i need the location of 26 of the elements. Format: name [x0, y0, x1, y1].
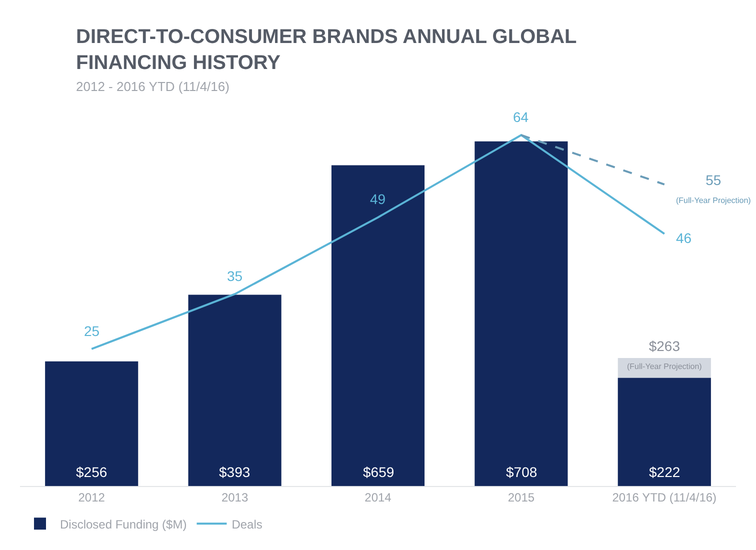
chart-title: DIRECT-TO-CONSUMER BRANDS ANNUAL GLOBAL FINANCING HISTORY: [76, 26, 577, 74]
bar: [45, 361, 138, 486]
data-label: $256: [76, 464, 108, 480]
data-label: $263 (Full-Year Projection): [627, 338, 702, 372]
bar: [618, 378, 711, 486]
bar: [474, 141, 568, 486]
legend-label: Disclosed Funding ($M): [60, 517, 187, 532]
bar: [188, 294, 282, 486]
x-tick-label: 2015: [508, 490, 535, 504]
x-tick-label: 2014: [364, 490, 392, 504]
data-label: $708: [506, 464, 538, 480]
data-label: 49: [370, 191, 386, 207]
data-label: $393: [219, 464, 250, 480]
data-label: $659: [363, 464, 394, 480]
x-tick-label: 2012: [78, 490, 106, 504]
legend-label: Deals: [232, 517, 262, 532]
data-label: 46: [676, 230, 692, 246]
data-label: 35: [227, 268, 243, 284]
bar: [331, 165, 425, 486]
data-label: 55 (Full-Year Projection): [676, 172, 752, 206]
x-tick-label: 2013: [221, 490, 248, 504]
data-label: 25: [84, 323, 100, 339]
data-label: $222: [649, 464, 680, 480]
x-tick-label: 2016 YTD (11/4/16): [612, 490, 717, 504]
data-label: 64: [513, 109, 529, 125]
chart-subtitle: 2012 - 2016 YTD (11/4/16): [76, 79, 230, 94]
